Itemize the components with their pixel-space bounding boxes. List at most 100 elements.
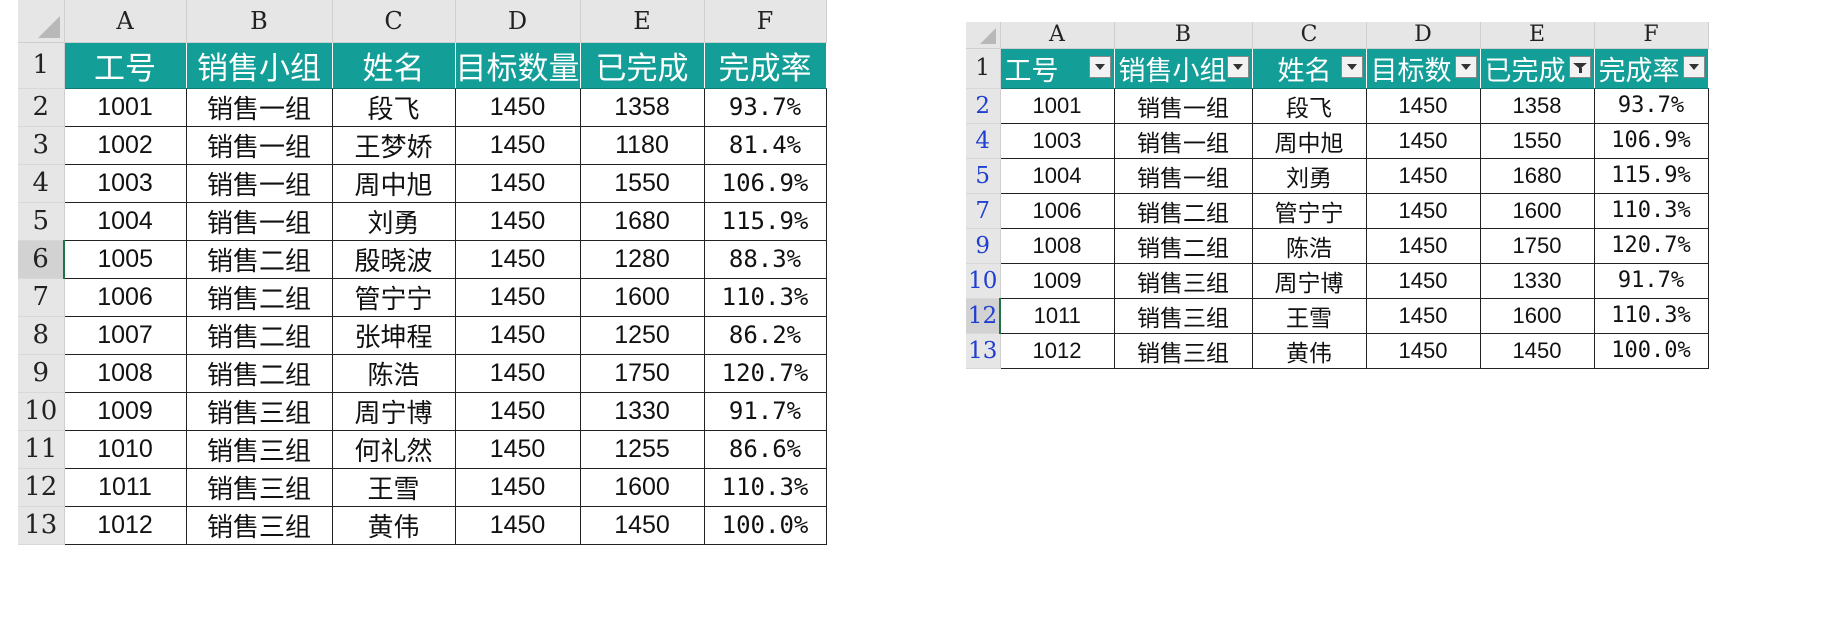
target-qty-cell[interactable]: 1450 bbox=[1365, 262, 1481, 299]
name-cell[interactable]: 段飞 bbox=[1251, 87, 1367, 124]
employee-id-cell[interactable]: 1008 bbox=[999, 227, 1115, 264]
name-cell[interactable]: 管宁宁 bbox=[331, 277, 456, 317]
completed-cell[interactable]: 1358 bbox=[1479, 87, 1595, 124]
target-qty-cell[interactable]: 1450 bbox=[1365, 122, 1481, 159]
target-qty-cell[interactable]: 1450 bbox=[454, 277, 581, 317]
target-qty-cell[interactable]: 1450 bbox=[454, 87, 581, 127]
filter-dropdown-button[interactable] bbox=[1454, 56, 1477, 78]
target-qty-cell[interactable]: 1450 bbox=[1365, 332, 1481, 369]
name-cell[interactable]: 陈浩 bbox=[1251, 227, 1367, 264]
completed-cell[interactable]: 1600 bbox=[1479, 192, 1595, 229]
employee-id-cell[interactable]: 1010 bbox=[63, 429, 187, 469]
completed-cell[interactable]: 1255 bbox=[579, 429, 705, 469]
row-header-1[interactable]: 1 bbox=[18, 42, 65, 89]
row-header-9[interactable]: 9 bbox=[18, 354, 65, 393]
completion-rate-cell[interactable]: 81.4% bbox=[703, 125, 827, 165]
completed-cell[interactable]: 1600 bbox=[1479, 297, 1595, 334]
row-header-4[interactable]: 4 bbox=[966, 123, 1001, 159]
name-cell[interactable]: 刘勇 bbox=[331, 201, 456, 241]
column-header-a[interactable]: A bbox=[1000, 22, 1115, 49]
completion-rate-cell[interactable]: 110.3% bbox=[1593, 192, 1709, 229]
row-header-13[interactable]: 13 bbox=[966, 333, 1001, 369]
row-header-9[interactable]: 9 bbox=[966, 228, 1001, 264]
column-header-f[interactable]: F bbox=[1594, 22, 1709, 49]
target-qty-cell[interactable]: 1450 bbox=[454, 429, 581, 469]
row-header-3[interactable]: 3 bbox=[18, 126, 65, 165]
name-cell[interactable]: 周宁博 bbox=[1251, 262, 1367, 299]
column-header-e[interactable]: E bbox=[580, 0, 705, 43]
sales-group-cell[interactable]: 销售一组 bbox=[1113, 157, 1253, 194]
filter-dropdown-button[interactable] bbox=[1340, 56, 1363, 78]
name-cell[interactable]: 张坤程 bbox=[331, 315, 456, 355]
sales-group-cell[interactable]: 销售三组 bbox=[185, 429, 333, 469]
completed-cell[interactable]: 1550 bbox=[1479, 122, 1595, 159]
target-qty-cell[interactable]: 1450 bbox=[454, 163, 581, 203]
name-cell[interactable]: 王雪 bbox=[331, 467, 456, 507]
completion-rate-cell[interactable]: 115.9% bbox=[1593, 157, 1709, 194]
row-header-7[interactable]: 7 bbox=[18, 278, 65, 317]
employee-id-cell[interactable]: 1009 bbox=[999, 262, 1115, 299]
target-qty-cell[interactable]: 1450 bbox=[1365, 157, 1481, 194]
column-header-e[interactable]: E bbox=[1480, 22, 1595, 49]
completed-cell[interactable]: 1680 bbox=[579, 201, 705, 241]
header-completion-rate[interactable]: 完成率 bbox=[703, 41, 827, 89]
target-qty-cell[interactable]: 1450 bbox=[454, 201, 581, 241]
employee-id-cell[interactable]: 1004 bbox=[999, 157, 1115, 194]
column-header-c[interactable]: C bbox=[332, 0, 456, 43]
column-header-d[interactable]: D bbox=[1366, 22, 1481, 49]
sales-group-cell[interactable]: 销售一组 bbox=[185, 163, 333, 203]
completed-cell[interactable]: 1180 bbox=[579, 125, 705, 165]
row-header-10[interactable]: 10 bbox=[18, 392, 65, 431]
employee-id-cell[interactable]: 1003 bbox=[63, 163, 187, 203]
completion-rate-cell[interactable]: 93.7% bbox=[703, 87, 827, 127]
employee-id-cell[interactable]: 1001 bbox=[999, 87, 1115, 124]
completed-cell[interactable]: 1450 bbox=[1479, 332, 1595, 369]
row-header-12[interactable]: 12 bbox=[966, 298, 1001, 334]
completion-rate-cell[interactable]: 106.9% bbox=[703, 163, 827, 203]
row-header-13[interactable]: 13 bbox=[18, 506, 65, 545]
sales-group-cell[interactable]: 销售三组 bbox=[1113, 297, 1253, 334]
sales-group-cell[interactable]: 销售三组 bbox=[1113, 332, 1253, 369]
employee-id-cell[interactable]: 1001 bbox=[63, 87, 187, 127]
row-header-7[interactable]: 7 bbox=[966, 193, 1001, 229]
row-header-2[interactable]: 2 bbox=[18, 88, 65, 127]
row-header-10[interactable]: 10 bbox=[966, 263, 1001, 299]
row-header-12[interactable]: 12 bbox=[18, 468, 65, 507]
header-sales-group[interactable]: 销售小组 bbox=[1113, 47, 1253, 89]
sales-group-cell[interactable]: 销售二组 bbox=[185, 239, 333, 279]
row-header-11[interactable]: 11 bbox=[18, 430, 65, 469]
completed-cell[interactable]: 1450 bbox=[579, 505, 705, 545]
row-header-8[interactable]: 8 bbox=[18, 316, 65, 355]
sales-group-cell[interactable]: 销售一组 bbox=[1113, 87, 1253, 124]
row-header-4[interactable]: 4 bbox=[18, 164, 65, 203]
column-header-a[interactable]: A bbox=[64, 0, 187, 43]
row-header-5[interactable]: 5 bbox=[18, 202, 65, 241]
filter-dropdown-button[interactable] bbox=[1226, 56, 1249, 78]
completed-cell[interactable]: 1680 bbox=[1479, 157, 1595, 194]
target-qty-cell[interactable]: 1450 bbox=[1365, 297, 1481, 334]
target-qty-cell[interactable]: 1450 bbox=[454, 315, 581, 355]
employee-id-cell[interactable]: 1002 bbox=[63, 125, 187, 165]
completion-rate-cell[interactable]: 86.2% bbox=[703, 315, 827, 355]
name-cell[interactable]: 周中旭 bbox=[1251, 122, 1367, 159]
filter-dropdown-button[interactable] bbox=[1088, 56, 1111, 78]
completion-rate-cell[interactable]: 100.0% bbox=[1593, 332, 1709, 369]
employee-id-cell[interactable]: 1007 bbox=[63, 315, 187, 355]
completed-cell[interactable]: 1600 bbox=[579, 467, 705, 507]
completion-rate-cell[interactable]: 93.7% bbox=[1593, 87, 1709, 124]
completion-rate-cell[interactable]: 110.3% bbox=[1593, 297, 1709, 334]
sales-group-cell[interactable]: 销售二组 bbox=[185, 353, 333, 393]
completion-rate-cell[interactable]: 120.7% bbox=[1593, 227, 1709, 264]
row-header-2[interactable]: 2 bbox=[966, 88, 1001, 124]
sales-group-cell[interactable]: 销售一组 bbox=[185, 125, 333, 165]
sales-group-cell[interactable]: 销售三组 bbox=[185, 467, 333, 507]
completion-rate-cell[interactable]: 100.0% bbox=[703, 505, 827, 545]
sales-group-cell[interactable]: 销售二组 bbox=[1113, 227, 1253, 264]
sales-group-cell[interactable]: 销售一组 bbox=[185, 201, 333, 241]
sales-group-cell[interactable]: 销售二组 bbox=[185, 277, 333, 317]
completion-rate-cell[interactable]: 120.7% bbox=[703, 353, 827, 393]
employee-id-cell[interactable]: 1004 bbox=[63, 201, 187, 241]
sales-group-cell[interactable]: 销售一组 bbox=[1113, 122, 1253, 159]
completion-rate-cell[interactable]: 110.3% bbox=[703, 467, 827, 507]
column-header-c[interactable]: C bbox=[1252, 22, 1367, 49]
